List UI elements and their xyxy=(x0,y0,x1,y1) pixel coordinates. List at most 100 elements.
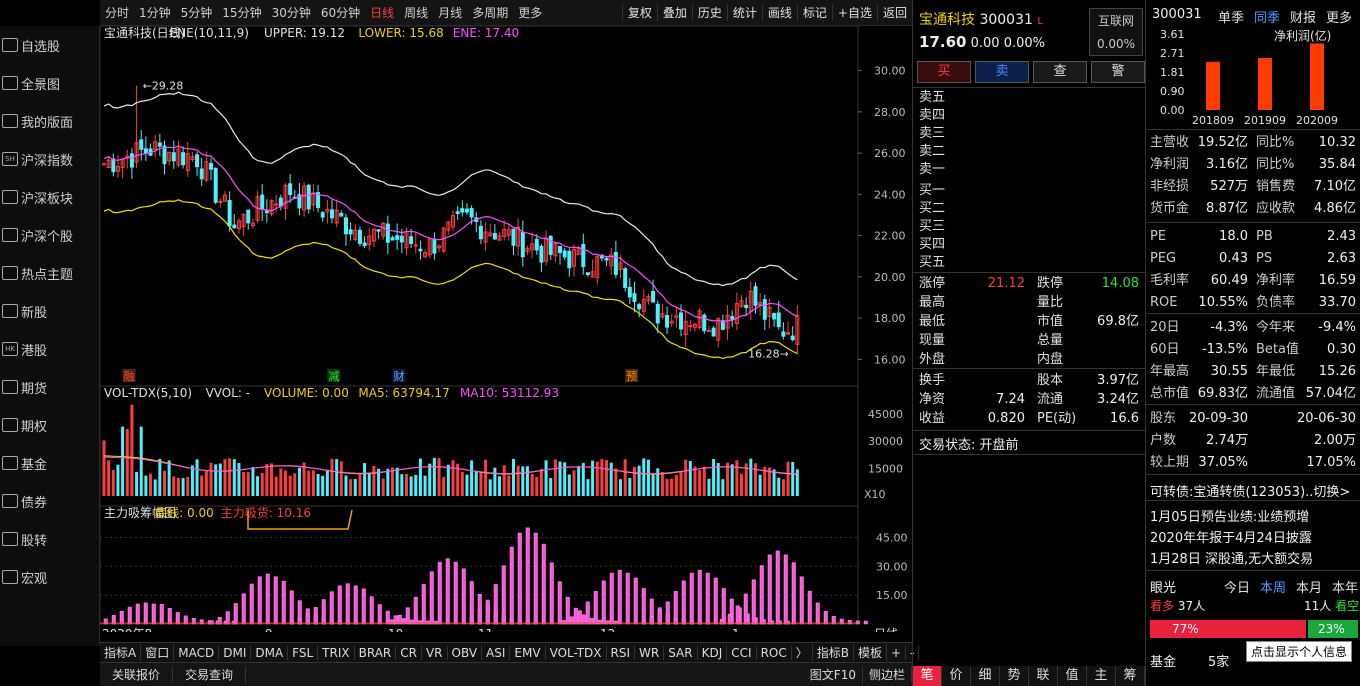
indicator-tab-20[interactable]: 〉 xyxy=(792,644,813,661)
fin-tab-1[interactable]: 同季 xyxy=(1254,11,1281,26)
indicator-tab-13[interactable]: VOL-TDX xyxy=(546,645,607,660)
indicator-tab-8[interactable]: CR xyxy=(396,645,422,660)
nav-item-4[interactable]: 沪深板块 xyxy=(0,178,99,216)
indicator-tab-17[interactable]: KDJ xyxy=(698,645,728,660)
toolbar-button-2[interactable]: 历史 xyxy=(691,4,727,21)
info-cell: 0.820 xyxy=(987,411,1025,426)
nav-item-9[interactable]: 期货 xyxy=(0,368,99,406)
volume-bar xyxy=(549,478,553,496)
indicator-tab-18[interactable]: CCI xyxy=(727,645,757,660)
period-tab-8[interactable]: 月线 xyxy=(438,6,463,20)
toolbar-button-1[interactable]: 叠加 xyxy=(656,4,692,21)
indicator-tab-0[interactable]: 指标A xyxy=(100,644,142,661)
quote-tab-1[interactable]: 价 xyxy=(942,666,971,686)
period-tab-7[interactable]: 周线 xyxy=(404,6,429,20)
nav-item-1[interactable]: 全景图 xyxy=(0,64,99,102)
quote-action-3[interactable]: 警 xyxy=(1091,61,1145,83)
indicator-tab-23[interactable]: + xyxy=(887,645,907,660)
period-tab-10[interactable]: 更多 xyxy=(518,6,543,20)
quote-tab-0[interactable]: 笔 xyxy=(913,666,942,686)
fin-tab-0[interactable]: 单季 xyxy=(1218,11,1245,26)
fin-tab-3[interactable]: 更多 xyxy=(1326,11,1353,26)
news-item[interactable]: 1月05日预告业绩:业绩预增 xyxy=(1150,510,1310,525)
nav-item-14[interactable]: 宏观 xyxy=(0,558,99,596)
info-row: 涨停 21.12 跌停 14.08 xyxy=(919,274,1143,293)
status-left-1[interactable]: 交易查询 xyxy=(173,666,247,683)
period-tab-9[interactable]: 多周期 xyxy=(472,6,509,20)
vision-tab-1[interactable]: 本周 xyxy=(1260,581,1287,596)
nav-item-7[interactable]: 新股 xyxy=(0,292,99,330)
quote-tab-6[interactable]: 主 xyxy=(1087,666,1116,686)
indicator-tab-5[interactable]: FSL xyxy=(288,645,319,660)
status-right-1[interactable]: 侧边栏 xyxy=(863,666,912,683)
indicator-tab-15[interactable]: WR xyxy=(635,645,665,660)
quote-tab-3[interactable]: 势 xyxy=(1000,666,1029,686)
quote-action-0[interactable]: 买 xyxy=(917,61,971,83)
indicator-tab-2[interactable]: MACD xyxy=(174,645,220,660)
volume-bar xyxy=(763,466,767,496)
indicator-tab-6[interactable]: TRIX xyxy=(318,645,355,660)
indicator-tab-16[interactable]: SAR xyxy=(664,645,698,660)
indicator-tab-9[interactable]: VR xyxy=(422,645,448,660)
nav-item-11[interactable]: 基金 xyxy=(0,444,99,482)
indicator-tab-3[interactable]: DMI xyxy=(219,645,252,660)
quote-tab-2[interactable]: 细 xyxy=(971,666,1000,686)
toolbar-button-3[interactable]: 统计 xyxy=(726,4,762,21)
nav-item-13[interactable]: 股转 xyxy=(0,520,99,558)
kline-chart[interactable]: 宝通科技(日线)ENE(10,11,9) UPPER: 19.12 LOWER: 1… xyxy=(100,26,912,632)
candle-body xyxy=(702,314,707,332)
indicator-tab-4[interactable]: DMA xyxy=(251,645,289,660)
nav-item-5[interactable]: 沪深个股 xyxy=(0,216,99,254)
indicator-tab-21[interactable]: 指标B xyxy=(813,644,854,661)
indicator-tab-7[interactable]: BRAR xyxy=(355,645,397,660)
period-tab-6[interactable]: 日线 xyxy=(370,6,395,20)
fund-label: 基金 xyxy=(1150,655,1177,670)
nav-item-6[interactable]: 热点主题 xyxy=(0,254,99,292)
vision-tab-3[interactable]: 本年 xyxy=(1332,581,1359,596)
toolbar-button-7[interactable]: 返回 xyxy=(876,4,912,21)
period-tab-1[interactable]: 1分钟 xyxy=(139,6,171,20)
info-cell: PEG xyxy=(1150,251,1177,266)
status-right-0[interactable]: 图文F10 xyxy=(804,666,863,683)
news-item[interactable]: 2020年年报于4月24日披露 xyxy=(1150,531,1312,546)
fin-tab-2[interactable]: 财报 xyxy=(1290,11,1317,26)
toolbar-button-0[interactable]: 复权 xyxy=(621,4,657,21)
nav-label: 债券 xyxy=(21,495,48,511)
quote-action-2[interactable]: 查 xyxy=(1033,61,1087,83)
user-tip[interactable]: 点击显示个人信息 xyxy=(1246,641,1353,662)
indicator-tab-14[interactable]: RSI xyxy=(607,645,636,660)
vision-tab-2[interactable]: 本月 xyxy=(1296,581,1323,596)
quote-tab-5[interactable]: 值 xyxy=(1058,666,1087,686)
period-tab-2[interactable]: 5分钟 xyxy=(180,6,213,20)
toolbar-button-6[interactable]: +自选 xyxy=(831,4,877,21)
quote-action-1[interactable]: 卖 xyxy=(975,61,1029,83)
quote-tab-7[interactable]: 筹 xyxy=(1116,666,1145,686)
bear-bar[interactable]: 23% xyxy=(1308,620,1358,638)
indicator-tab-11[interactable]: ASI xyxy=(482,645,511,660)
toolbar-button-5[interactable]: 标记 xyxy=(796,4,832,21)
bull-bar[interactable]: 77% xyxy=(1150,620,1306,638)
indicator-tab-10[interactable]: OBV xyxy=(448,645,483,660)
nav-item-2[interactable]: 我的版面 xyxy=(0,102,99,140)
indicator-tab-22[interactable]: 模板 xyxy=(854,644,887,661)
period-tab-3[interactable]: 15分钟 xyxy=(222,6,262,20)
convert-bond[interactable]: 可转债:宝通转债(123053) xyxy=(1150,485,1306,500)
quote-tab-4[interactable]: 联 xyxy=(1029,666,1058,686)
indicator-tab-19[interactable]: ROC xyxy=(757,645,792,660)
nav-item-10[interactable]: 期权 xyxy=(0,406,99,444)
nav-item-8[interactable]: HK 港股 xyxy=(0,330,99,368)
period-tab-4[interactable]: 30分钟 xyxy=(271,6,311,20)
news-item[interactable]: 1月28日 深股通,无大额交易 xyxy=(1150,552,1314,567)
nav-item-0[interactable]: 自选股 xyxy=(0,26,99,64)
indicator-tab-12[interactable]: EMV xyxy=(510,645,546,660)
switch-link[interactable]: ..切换> xyxy=(1305,485,1351,500)
source-label[interactable]: 互联网 xyxy=(1097,14,1134,28)
status-left-0[interactable]: 关联报价 xyxy=(100,666,174,683)
toolbar-button-4[interactable]: 画线 xyxy=(761,4,797,21)
nav-item-12[interactable]: 债券 xyxy=(0,482,99,520)
period-tab-0[interactable]: 分时 xyxy=(105,6,130,20)
vision-tab-0[interactable]: 今日 xyxy=(1224,581,1251,596)
nav-item-3[interactable]: SH 沪深指数 xyxy=(0,140,99,178)
indicator-tab-1[interactable]: 窗口 xyxy=(141,644,175,661)
period-tab-5[interactable]: 60分钟 xyxy=(320,6,361,20)
